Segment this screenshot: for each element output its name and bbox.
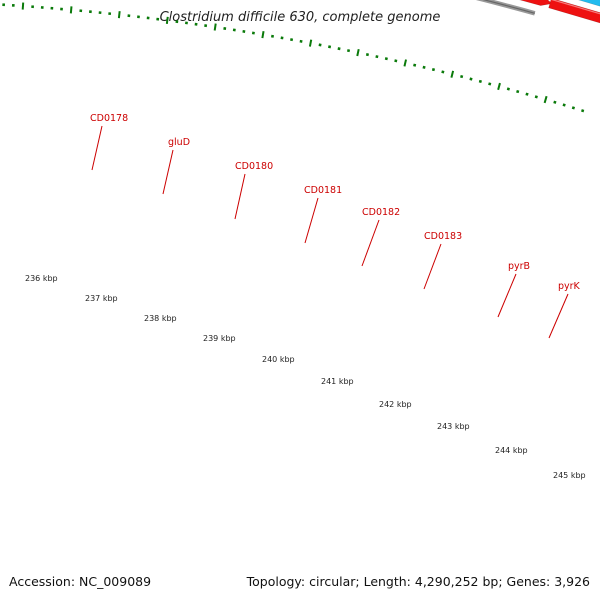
- inner-tick-56: [460, 75, 464, 79]
- genome-summary-text: Topology: circular; Length: 4,290,252 bp…: [246, 574, 590, 589]
- inner-tick-69: [581, 109, 585, 113]
- feature-red-right: [548, 0, 600, 24]
- inner-tick-25: [165, 16, 169, 24]
- inner-tick-53: [431, 68, 436, 72]
- kbp-label-241: 241 kbp: [321, 377, 354, 386]
- inner-tick-57: [469, 77, 473, 81]
- inner-tick-65: [543, 95, 548, 104]
- inner-tick-42: [328, 45, 332, 49]
- inner-tick-48: [384, 57, 388, 61]
- label-leaders-layer: [91, 125, 569, 339]
- labels-layer: CD0178 gluD CD0180 CD0181 CD0182 CD0183 …: [25, 113, 586, 480]
- kbp-label-239: 239 kbp: [203, 334, 236, 343]
- inner-tick-52: [422, 65, 426, 69]
- leader-line-cd0183: [423, 243, 442, 290]
- leader-line-cd0182: [361, 219, 380, 267]
- kbp-label-245: 245 kbp: [553, 471, 586, 480]
- inner-tick-68: [571, 106, 576, 110]
- inner-tick-67: [562, 103, 566, 107]
- inner-tick-58: [478, 79, 482, 84]
- kbp-label-237: 237 kbp: [85, 294, 118, 303]
- gene-label-pyrb: pyrB: [508, 261, 530, 272]
- inner-tick-60: [497, 82, 501, 91]
- kbp-label-242: 242 kbp: [379, 400, 412, 409]
- inner-tick-45: [356, 48, 360, 57]
- feature-red-pyrk: [519, 0, 553, 6]
- inner-tick-49: [394, 59, 398, 63]
- gene-label-cd0181: CD0181: [304, 185, 342, 196]
- gene-label-cd0183: CD0183: [424, 231, 462, 242]
- features-layer: [519, 0, 600, 24]
- gene-label-cd0178: CD0178: [90, 113, 128, 124]
- leader-line-glud: [162, 149, 174, 195]
- inner-tick-61: [506, 87, 510, 91]
- inner-tick-55: [450, 70, 455, 78]
- leader-line-cd0178: [91, 125, 103, 171]
- inner-tick-46: [365, 53, 369, 57]
- inner-tick-51: [413, 63, 417, 67]
- accession-text: Accession: NC_009089: [9, 574, 152, 589]
- inner-tick-ring: [2, 2, 585, 113]
- inner-tick-20: [117, 11, 121, 19]
- feature-red-right-highlight: [551, 0, 600, 15]
- inner-tick-35: [261, 31, 265, 39]
- kbp-label-244: 244 kbp: [495, 446, 528, 455]
- gene-label-cd0182: CD0182: [362, 207, 400, 218]
- inner-tick-30: [213, 23, 217, 31]
- inner-tick-64: [534, 95, 538, 99]
- inner-tick-59: [488, 82, 492, 86]
- inner-tick-66: [553, 100, 557, 104]
- inner-tick-43: [337, 47, 341, 51]
- inner-tick-47: [375, 55, 379, 59]
- gene-label-cd0180: CD0180: [235, 161, 273, 172]
- leader-line-pyrb: [497, 273, 517, 318]
- map-title: Clostridium difficile 630, complete geno…: [159, 10, 441, 25]
- kbp-label-240: 240 kbp: [262, 355, 295, 364]
- inner-tick-50: [403, 59, 407, 67]
- inner-tick-62: [516, 89, 520, 94]
- leader-line-cd0181: [304, 197, 319, 244]
- gene-label-pyrk: pyrK: [558, 281, 581, 292]
- leader-line-cd0180: [234, 173, 246, 220]
- gene-label-glud: gluD: [168, 137, 190, 148]
- inner-tick-15: [69, 6, 73, 14]
- inner-tick-54: [441, 70, 445, 74]
- inner-tick-40: [308, 39, 313, 47]
- leader-line-pyrk: [548, 293, 569, 339]
- kbp-label-243: 243 kbp: [437, 422, 470, 431]
- inner-tick-63: [525, 92, 529, 96]
- kbp-label-238: 238 kbp: [144, 314, 177, 323]
- inner-tick-44: [346, 49, 351, 53]
- feature-skyblue-right: [577, 0, 600, 7]
- kbp-label-236: 236 kbp: [25, 274, 58, 283]
